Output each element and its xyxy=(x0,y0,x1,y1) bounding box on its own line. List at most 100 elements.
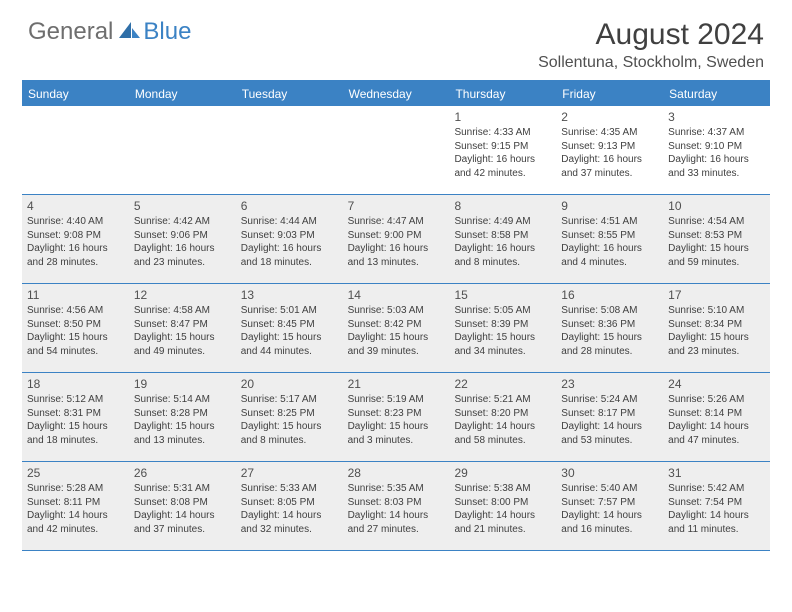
day-number: 25 xyxy=(27,465,124,481)
day-info-line: Sunset: 9:06 PM xyxy=(134,229,231,243)
day-info-line: Sunset: 9:03 PM xyxy=(241,229,338,243)
day-info-line: Daylight: 15 hours and 54 minutes. xyxy=(27,331,124,358)
day-info-line: Daylight: 14 hours and 58 minutes. xyxy=(454,420,551,447)
day-info-line: Daylight: 15 hours and 28 minutes. xyxy=(561,331,658,358)
day-info-line: Sunrise: 4:56 AM xyxy=(27,304,124,318)
weekday-header: Saturday xyxy=(663,82,770,106)
day-number: 21 xyxy=(348,376,445,392)
day-info-line: Sunrise: 5:10 AM xyxy=(668,304,765,318)
day-info-line: Sunrise: 5:38 AM xyxy=(454,482,551,496)
day-cell: 24Sunrise: 5:26 AMSunset: 8:14 PMDayligh… xyxy=(663,373,770,461)
day-cell: 14Sunrise: 5:03 AMSunset: 8:42 PMDayligh… xyxy=(343,284,450,372)
day-info-line: Sunset: 8:03 PM xyxy=(348,496,445,510)
day-info-line: Sunset: 9:13 PM xyxy=(561,140,658,154)
day-cell: 12Sunrise: 4:58 AMSunset: 8:47 PMDayligh… xyxy=(129,284,236,372)
day-info-line: Sunrise: 5:31 AM xyxy=(134,482,231,496)
day-info-line: Daylight: 15 hours and 49 minutes. xyxy=(134,331,231,358)
day-number: 4 xyxy=(27,198,124,214)
day-info-line: Sunrise: 4:33 AM xyxy=(454,126,551,140)
day-cell: 4Sunrise: 4:40 AMSunset: 9:08 PMDaylight… xyxy=(22,195,129,283)
day-info-line: Sunrise: 4:47 AM xyxy=(348,215,445,229)
day-info-line: Daylight: 14 hours and 32 minutes. xyxy=(241,509,338,536)
location-text: Sollentuna, Stockholm, Sweden xyxy=(538,54,764,72)
day-info-line: Sunrise: 4:58 AM xyxy=(134,304,231,318)
day-info-line: Sunrise: 5:33 AM xyxy=(241,482,338,496)
day-number: 1 xyxy=(454,109,551,125)
day-cell: 25Sunrise: 5:28 AMSunset: 8:11 PMDayligh… xyxy=(22,462,129,550)
day-info-line: Daylight: 16 hours and 8 minutes. xyxy=(454,242,551,269)
day-number: 29 xyxy=(454,465,551,481)
day-cell: 9Sunrise: 4:51 AMSunset: 8:55 PMDaylight… xyxy=(556,195,663,283)
day-cell: 30Sunrise: 5:40 AMSunset: 7:57 PMDayligh… xyxy=(556,462,663,550)
logo: General Blue xyxy=(28,18,191,46)
day-info-line: Daylight: 16 hours and 13 minutes. xyxy=(348,242,445,269)
day-info-line: Daylight: 14 hours and 37 minutes. xyxy=(134,509,231,536)
day-info-line: Sunset: 9:15 PM xyxy=(454,140,551,154)
day-info-line: Sunset: 8:39 PM xyxy=(454,318,551,332)
day-cell: 31Sunrise: 5:42 AMSunset: 7:54 PMDayligh… xyxy=(663,462,770,550)
day-info-line: Sunrise: 5:40 AM xyxy=(561,482,658,496)
day-number: 28 xyxy=(348,465,445,481)
day-info-line: Sunset: 8:08 PM xyxy=(134,496,231,510)
day-info-line: Daylight: 14 hours and 42 minutes. xyxy=(27,509,124,536)
day-info-line: Daylight: 16 hours and 23 minutes. xyxy=(134,242,231,269)
day-info-line: Sunrise: 5:42 AM xyxy=(668,482,765,496)
day-number: 10 xyxy=(668,198,765,214)
day-info-line: Sunrise: 5:26 AM xyxy=(668,393,765,407)
day-info-line: Daylight: 15 hours and 13 minutes. xyxy=(134,420,231,447)
day-info-line: Sunrise: 5:03 AM xyxy=(348,304,445,318)
day-info-line: Daylight: 16 hours and 37 minutes. xyxy=(561,153,658,180)
weekday-header: Tuesday xyxy=(236,82,343,106)
day-number: 23 xyxy=(561,376,658,392)
day-cell: 7Sunrise: 4:47 AMSunset: 9:00 PMDaylight… xyxy=(343,195,450,283)
day-info-line: Sunrise: 5:24 AM xyxy=(561,393,658,407)
day-info-line: Sunrise: 4:54 AM xyxy=(668,215,765,229)
day-info-line: Sunrise: 5:35 AM xyxy=(348,482,445,496)
day-cell: 20Sunrise: 5:17 AMSunset: 8:25 PMDayligh… xyxy=(236,373,343,461)
day-info-line: Daylight: 15 hours and 39 minutes. xyxy=(348,331,445,358)
day-info-line: Daylight: 15 hours and 59 minutes. xyxy=(668,242,765,269)
weekday-header: Wednesday xyxy=(343,82,450,106)
day-info-line: Sunrise: 5:01 AM xyxy=(241,304,338,318)
day-info-line: Daylight: 15 hours and 23 minutes. xyxy=(668,331,765,358)
day-number: 27 xyxy=(241,465,338,481)
day-cell xyxy=(236,106,343,194)
week-row: 1Sunrise: 4:33 AMSunset: 9:15 PMDaylight… xyxy=(22,106,770,195)
day-cell: 15Sunrise: 5:05 AMSunset: 8:39 PMDayligh… xyxy=(449,284,556,372)
day-cell: 22Sunrise: 5:21 AMSunset: 8:20 PMDayligh… xyxy=(449,373,556,461)
day-cell xyxy=(22,106,129,194)
weekday-header: Monday xyxy=(129,82,236,106)
weekday-header: Thursday xyxy=(449,82,556,106)
day-info-line: Sunrise: 5:21 AM xyxy=(454,393,551,407)
day-number: 13 xyxy=(241,287,338,303)
day-info-line: Sunrise: 4:35 AM xyxy=(561,126,658,140)
day-cell: 11Sunrise: 4:56 AMSunset: 8:50 PMDayligh… xyxy=(22,284,129,372)
day-info-line: Daylight: 15 hours and 18 minutes. xyxy=(27,420,124,447)
day-cell: 21Sunrise: 5:19 AMSunset: 8:23 PMDayligh… xyxy=(343,373,450,461)
day-info-line: Sunset: 8:14 PM xyxy=(668,407,765,421)
day-cell: 2Sunrise: 4:35 AMSunset: 9:13 PMDaylight… xyxy=(556,106,663,194)
day-number: 31 xyxy=(668,465,765,481)
day-cell: 27Sunrise: 5:33 AMSunset: 8:05 PMDayligh… xyxy=(236,462,343,550)
day-info-line: Daylight: 15 hours and 44 minutes. xyxy=(241,331,338,358)
day-info-line: Daylight: 16 hours and 42 minutes. xyxy=(454,153,551,180)
day-number: 12 xyxy=(134,287,231,303)
day-info-line: Daylight: 16 hours and 4 minutes. xyxy=(561,242,658,269)
day-info-line: Daylight: 14 hours and 21 minutes. xyxy=(454,509,551,536)
day-info-line: Sunset: 8:20 PM xyxy=(454,407,551,421)
day-number: 20 xyxy=(241,376,338,392)
day-info-line: Sunset: 8:17 PM xyxy=(561,407,658,421)
day-cell xyxy=(343,106,450,194)
day-info-line: Sunset: 8:28 PM xyxy=(134,407,231,421)
header: General Blue August 2024 Sollentuna, Sto… xyxy=(0,0,792,80)
calendar: SundayMondayTuesdayWednesdayThursdayFrid… xyxy=(22,80,770,551)
day-info-line: Sunrise: 5:28 AM xyxy=(27,482,124,496)
weekday-header-row: SundayMondayTuesdayWednesdayThursdayFrid… xyxy=(22,82,770,106)
day-info-line: Sunrise: 5:12 AM xyxy=(27,393,124,407)
day-number: 9 xyxy=(561,198,658,214)
day-number: 8 xyxy=(454,198,551,214)
day-info-line: Sunrise: 4:40 AM xyxy=(27,215,124,229)
day-info-line: Daylight: 15 hours and 3 minutes. xyxy=(348,420,445,447)
logo-sail-icon xyxy=(117,20,141,45)
logo-text-blue: Blue xyxy=(143,18,191,46)
